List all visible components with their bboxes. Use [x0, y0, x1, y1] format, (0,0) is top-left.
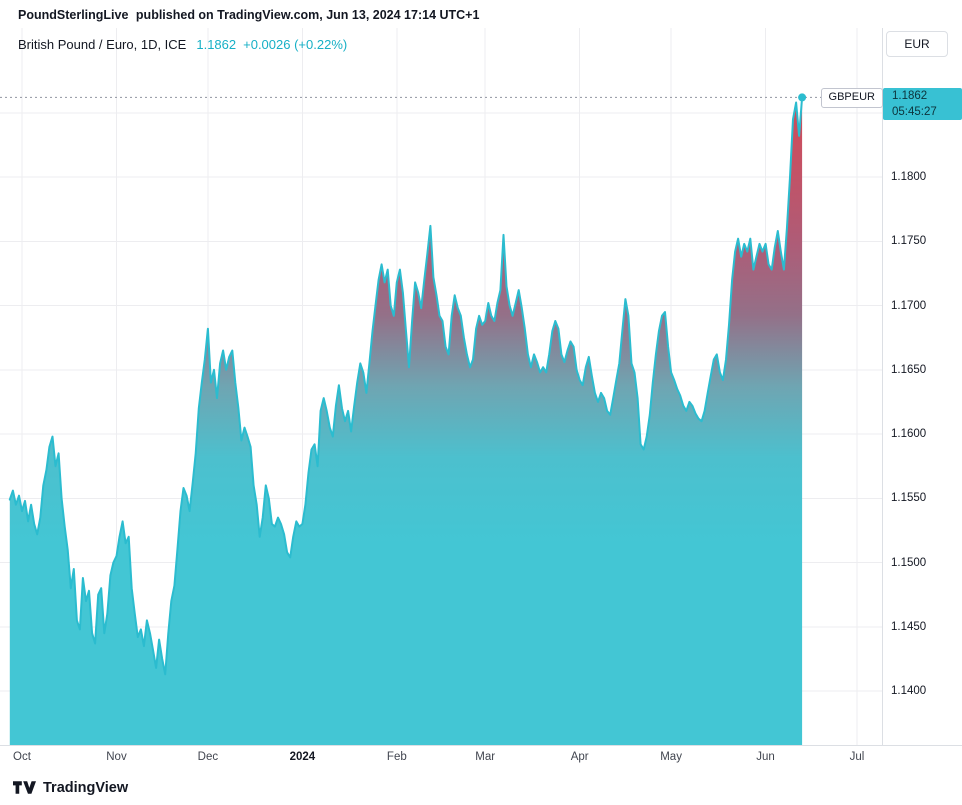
time-axis-label: Mar [475, 751, 496, 763]
chart-container: British Pound / Euro, 1D, ICE 1.1862 +0.00… [0, 28, 962, 772]
time-axis-label: Oct [13, 751, 31, 763]
symbol-tag: GBPEUR [820, 88, 883, 109]
publisher-name: PoundSterlingLive [18, 8, 129, 22]
last-price-label: 1.1862 05:45:27 [883, 88, 962, 121]
time-axis-label: Nov [106, 751, 127, 763]
price-axis-label: 1.1400 [891, 685, 927, 698]
tradingview-wordmark[interactable]: TradingView [43, 780, 129, 796]
time-axis-label: Apr [570, 751, 589, 763]
price-axis-label: 1.1550 [891, 492, 927, 505]
bar-countdown: 05:45:27 [892, 106, 937, 119]
price-axis-label: 1.1700 [891, 299, 927, 312]
footer: TradingView [0, 771, 962, 805]
publish-header: PoundSterlingLive published on TradingVi… [0, 0, 962, 28]
publish-info: published on TradingView.com, Jun 13, 20… [135, 8, 480, 22]
tradingview-logo-icon[interactable] [13, 781, 36, 795]
time-axis-label: May [660, 751, 682, 763]
legend-change: +0.0026 (+0.22%) [243, 37, 348, 52]
last-price-dot [798, 93, 807, 102]
price-axis-label: 1.1500 [891, 556, 927, 569]
price-axis-label: 1.1450 [891, 620, 927, 633]
price-axis-label: 1.1800 [891, 171, 927, 184]
time-axis-label: 2024 [289, 751, 316, 763]
price-axis-label: 1.1600 [891, 428, 927, 441]
time-axis-label: Feb [386, 751, 407, 763]
price-axis[interactable]: 1.1800 1.1750 1.1700 1.1650 1.1600 1.1550 1.15… [882, 28, 962, 745]
time-axis-label: Jun [756, 751, 775, 763]
price-area-chart[interactable] [0, 28, 882, 745]
time-axis-label: Jul [849, 751, 865, 763]
price-axis-label: 1.1650 [891, 363, 927, 376]
chart-legend: British Pound / Euro, 1D, ICE 1.1862 +0.00… [18, 37, 354, 52]
symbol-title[interactable]: British Pound / Euro, 1D, ICE [18, 37, 187, 52]
area-fill [9, 97, 803, 745]
price-axis-label: 1.1750 [891, 235, 927, 248]
time-axis-label: Dec [197, 751, 219, 763]
legend-last-price: 1.1862 [196, 37, 237, 52]
price-line [8, 96, 804, 676]
last-price-value: 1.1862 [892, 90, 928, 103]
time-axis[interactable]: Oct Nov Dec 2024 Feb Mar Apr May Jun Jul [0, 745, 962, 772]
currency-selector-button[interactable]: EUR [886, 31, 948, 57]
